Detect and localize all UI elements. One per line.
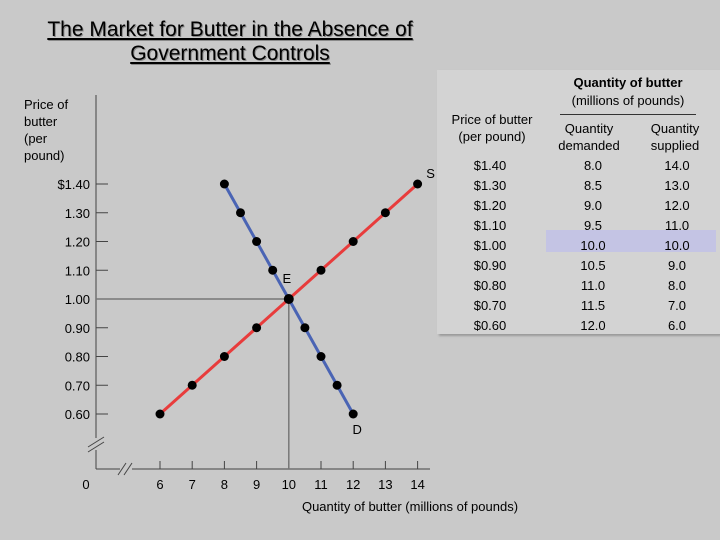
y-axis-title: pound) xyxy=(24,148,64,163)
demand-point xyxy=(219,179,229,189)
title-line-1: The Market for Butter in the Absence of xyxy=(47,18,413,41)
table-group-header: Quantity of butter xyxy=(573,75,683,90)
x-tick-label: 12 xyxy=(346,477,360,492)
y-axis-title: Price of xyxy=(24,97,68,112)
table-price-cell: $1.00 xyxy=(473,238,507,253)
demanded-header-line-1: Quantity xyxy=(564,121,614,136)
x-tick-label: 13 xyxy=(378,477,392,492)
y-tick-label: 1.30 xyxy=(65,206,90,221)
table-price-header: Price of butter (per pound) xyxy=(440,111,544,145)
x-tick-label: 14 xyxy=(410,477,424,492)
supply-point xyxy=(219,352,229,361)
x-tick-label: 11 xyxy=(314,477,328,492)
table-supplied-cell: 11.0 xyxy=(664,218,690,233)
y-tick-label: 0.90 xyxy=(65,321,90,336)
table-price-cell: $1.40 xyxy=(473,158,507,173)
table-supplied-cell: 14.0 xyxy=(664,158,690,173)
y-axis-break-mark xyxy=(87,441,105,453)
y-axis-title: butter xyxy=(24,114,58,129)
y-tick-label: 0.70 xyxy=(65,378,90,393)
y-tick-label: 1.00 xyxy=(65,292,90,307)
demand-point xyxy=(236,208,245,218)
y-axis-break-mark xyxy=(87,436,105,448)
table-demanded-header: Quantity demanded xyxy=(546,120,632,154)
table-demanded-cell: 11.0 xyxy=(580,278,606,293)
supply-point xyxy=(348,237,358,246)
equilibrium-row-highlight xyxy=(546,230,716,252)
table-demanded-cell: 9.0 xyxy=(583,198,603,213)
table-price-cell: $0.70 xyxy=(473,298,507,313)
table-supplied-cell: 8.0 xyxy=(667,278,687,293)
x-axis-break-mark xyxy=(117,462,127,476)
origin-label: 0 xyxy=(82,477,89,492)
table-header-rule xyxy=(560,114,696,115)
x-axis-break-mark xyxy=(123,462,133,476)
quantity-demanded-column: 8.0 8.5 9.0 9.5 10.0 10.5 11.0 11.5 12.0 xyxy=(548,156,638,336)
table-demanded-cell: 10.5 xyxy=(580,258,606,273)
table-price-cell: $1.30 xyxy=(473,178,507,193)
table-price-cell: $1.20 xyxy=(473,198,507,213)
demand-point xyxy=(316,352,326,361)
supply-point xyxy=(252,323,262,333)
equilibrium-point xyxy=(283,294,294,304)
table-demanded-cell: 12.0 xyxy=(580,318,606,333)
table-demanded-cell: 9.5 xyxy=(583,218,603,233)
table-demanded-cell: 11.5 xyxy=(580,298,606,313)
price-header-line-2: (per pound) xyxy=(458,129,526,144)
table-price-cell: $0.60 xyxy=(473,318,507,333)
x-tick-label: 6 xyxy=(156,477,163,492)
x-tick-label: 7 xyxy=(189,477,196,492)
table-demanded-cell: 8.0 xyxy=(583,158,603,173)
supply-point xyxy=(316,265,326,275)
y-tick-label: 1.20 xyxy=(65,235,90,250)
table-supplied-cell: 7.0 xyxy=(667,298,687,313)
table-price-cell: $0.80 xyxy=(473,278,507,293)
table-supplied-cell: 10.0 xyxy=(664,238,690,253)
demand-point xyxy=(348,409,358,419)
table-price-cell: $1.10 xyxy=(473,218,507,233)
demanded-header-line-2: demanded xyxy=(558,138,620,153)
x-tick-label: 9 xyxy=(253,477,260,492)
x-axis-title: Quantity of butter (millions of pounds) xyxy=(302,499,518,514)
y-tick-label: 0.60 xyxy=(65,407,90,422)
table-supplied-cell: 9.0 xyxy=(667,258,687,273)
demand-point xyxy=(332,380,342,390)
price-column: $1.40 $1.30 $1.20 $1.10 $1.00 $0.90 $0.80 $0.70… xyxy=(445,156,535,336)
y-axis-title: (per xyxy=(24,131,48,146)
table-supplied-cell: 6.0 xyxy=(667,318,687,333)
price-header-line-1: Price of butter xyxy=(451,112,533,127)
table-demanded-cell: 10.0 xyxy=(580,238,606,253)
table-supplied-cell: 13.0 xyxy=(664,178,690,193)
demand-point xyxy=(268,265,278,275)
supply-point xyxy=(155,409,165,419)
table-supplied-cell: 12.0 xyxy=(664,198,690,213)
chart-title: The Market for Butter in the Absence of … xyxy=(0,18,460,66)
y-tick-label: 0.80 xyxy=(65,350,90,365)
demand-label: D xyxy=(353,422,362,437)
y-tick-label: 1.10 xyxy=(65,263,90,278)
table-group-subheader: (millions of pounds) xyxy=(571,93,685,108)
table-demanded-cell: 8.5 xyxy=(583,178,603,193)
x-tick-label: 8 xyxy=(221,477,228,492)
demand-point xyxy=(300,323,310,333)
table-supplied-header: Quantity supplied xyxy=(632,120,718,154)
supplied-header-line-1: Quantity xyxy=(650,121,700,136)
supply-label: S xyxy=(426,166,435,181)
quantity-supplied-column: 14.0 13.0 12.0 11.0 10.0 9.0 8.0 7.0 6.0 xyxy=(632,156,720,336)
demand-point xyxy=(252,237,262,246)
supply-point xyxy=(380,208,390,218)
table-price-cell: $0.90 xyxy=(473,258,507,273)
supplied-header-line-2: supplied xyxy=(650,138,700,153)
x-tick-label: 10 xyxy=(282,477,296,492)
title-line-2: Government Controls xyxy=(130,42,330,65)
supply-point xyxy=(413,179,423,189)
supply-point xyxy=(187,380,197,390)
equilibrium-label: E xyxy=(282,271,291,286)
y-tick-label: $1.40 xyxy=(57,177,90,192)
